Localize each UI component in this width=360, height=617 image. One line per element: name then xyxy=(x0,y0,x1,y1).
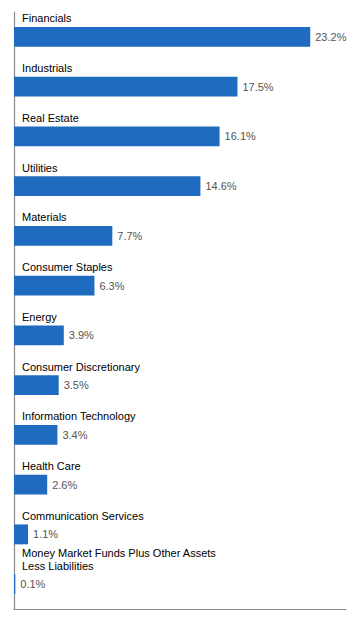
svg-text:14.6%: 14.6% xyxy=(205,180,236,192)
svg-text:Less Liabilities: Less Liabilities xyxy=(22,560,94,572)
svg-text:1.1%: 1.1% xyxy=(33,528,58,540)
svg-text:Financials: Financials xyxy=(22,12,72,24)
svg-text:Real Estate: Real Estate xyxy=(22,112,79,124)
svg-text:0.1%: 0.1% xyxy=(20,578,45,590)
svg-text:23.2%: 23.2% xyxy=(315,31,346,43)
svg-text:3.9%: 3.9% xyxy=(69,329,94,341)
svg-text:Consumer Discretionary: Consumer Discretionary xyxy=(22,361,140,373)
svg-text:Utilities: Utilities xyxy=(22,162,58,174)
svg-text:Information Technology: Information Technology xyxy=(22,410,136,422)
svg-text:Communication Services: Communication Services xyxy=(22,510,144,522)
svg-text:2.6%: 2.6% xyxy=(52,479,77,491)
svg-text:3.4%: 3.4% xyxy=(62,429,87,441)
svg-text:Industrials: Industrials xyxy=(22,62,73,74)
svg-text:Materials: Materials xyxy=(22,211,67,223)
svg-text:7.7%: 7.7% xyxy=(117,230,142,242)
svg-text:17.5%: 17.5% xyxy=(242,81,273,93)
svg-text:Energy: Energy xyxy=(22,311,57,323)
svg-text:Consumer Staples: Consumer Staples xyxy=(22,261,113,273)
svg-text:Money Market Funds Plus Other: Money Market Funds Plus Other Assets xyxy=(22,547,216,559)
svg-text:6.3%: 6.3% xyxy=(99,280,124,292)
svg-text:16.1%: 16.1% xyxy=(225,130,256,142)
svg-text:Health Care: Health Care xyxy=(22,460,81,472)
svg-text:3.5%: 3.5% xyxy=(64,379,89,391)
